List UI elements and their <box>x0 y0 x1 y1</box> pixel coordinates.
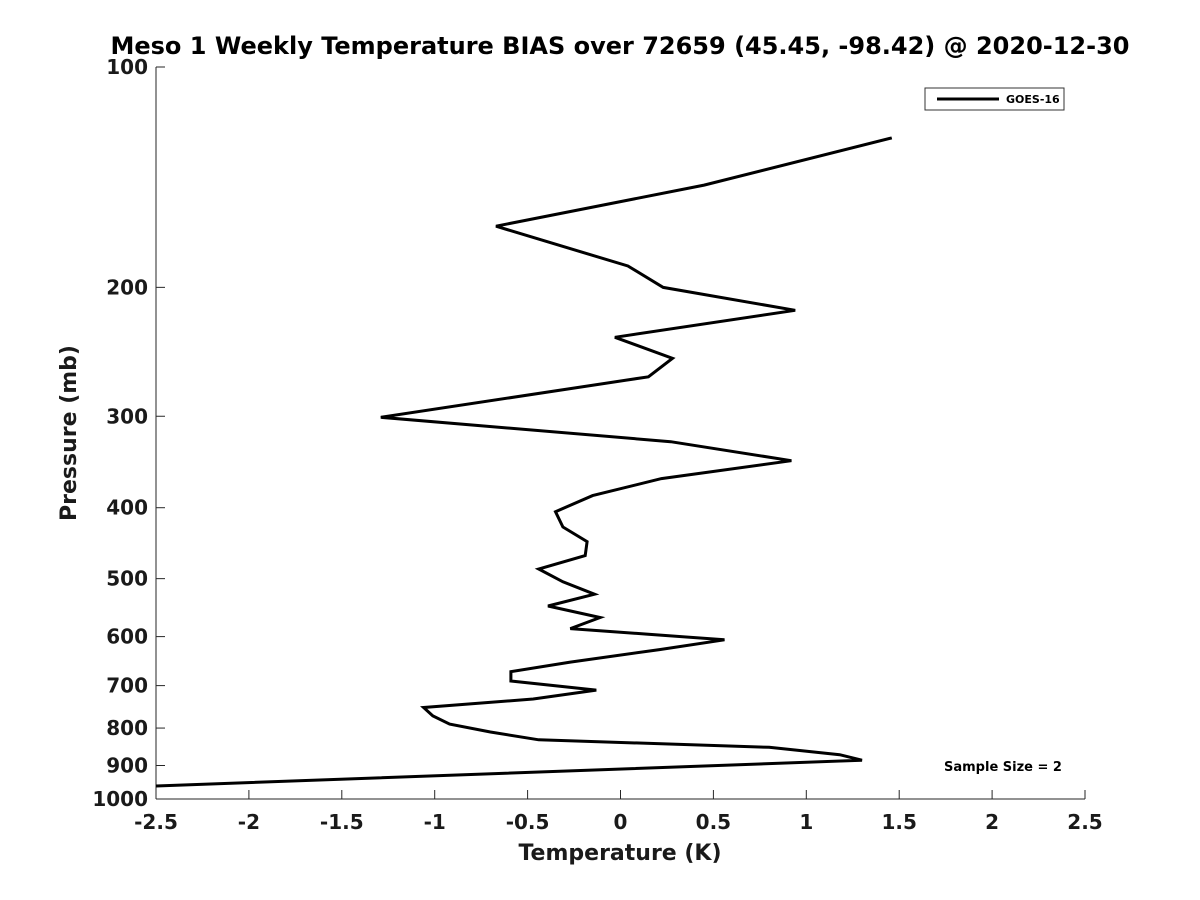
x-axis-label: Temperature (K) <box>518 841 721 866</box>
x-tick-label: -0.5 <box>506 810 550 834</box>
y-tick-label: 400 <box>106 496 148 520</box>
chart-title: Meso 1 Weekly Temperature BIAS over 7265… <box>110 32 1129 60</box>
y-tick-label: 900 <box>106 754 148 778</box>
x-tick-label: 2.5 <box>1067 810 1102 834</box>
series-line-goes-16 <box>155 136 893 788</box>
series-group <box>155 136 893 788</box>
y-axis-label: Pressure (mb) <box>57 345 82 521</box>
axes: -2.5 -2 -1.5 -1 -0.5 0 0.5 1 1.5 2 2.5 100 200 300 400… <box>92 55 1102 834</box>
x-tick-label: -1.5 <box>320 810 364 834</box>
x-tick-label: -2.5 <box>134 810 178 834</box>
y-tick-label: 600 <box>106 625 148 649</box>
x-tick-label: -2 <box>238 810 260 834</box>
y-tick-label: 300 <box>106 404 148 428</box>
legend: GOES-16 <box>924 87 1065 111</box>
plot-area <box>156 67 1085 799</box>
x-tick-label: 1 <box>799 810 813 834</box>
y-tick-label: 200 <box>106 275 148 299</box>
legend-entry-label: GOES-16 <box>1006 93 1060 106</box>
x-tick-label: 1.5 <box>881 810 916 834</box>
y-tick-label: 700 <box>106 674 148 698</box>
x-tick-label: 0 <box>614 810 628 834</box>
y-tick-label: 1000 <box>92 787 148 811</box>
sample-size-annotation: Sample Size = 2 <box>944 760 1062 775</box>
y-tick-label: 800 <box>106 716 148 740</box>
x-tick-label: -1 <box>424 810 446 834</box>
y-tick-label: 100 <box>106 55 148 79</box>
y-tick-label: 500 <box>106 567 148 591</box>
x-tick-label: 0.5 <box>696 810 731 834</box>
x-tick-label: 2 <box>985 810 999 834</box>
